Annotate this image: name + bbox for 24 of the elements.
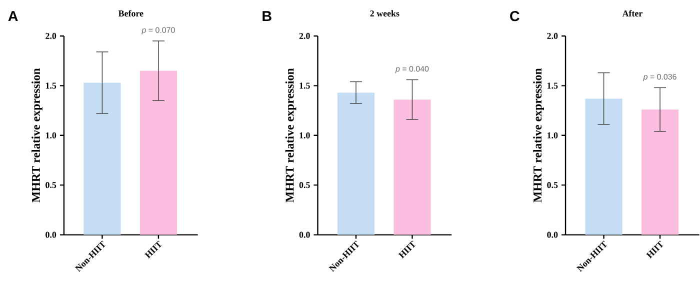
y-tick-label: 1.0 — [548, 132, 558, 139]
y-tick-label: 2.0 — [547, 33, 558, 40]
y-tick-label: 0.5 — [46, 182, 56, 188]
y-tick-label: 2.0 — [46, 33, 56, 40]
y-tick-label: 0.0 — [46, 232, 56, 238]
y-tick-label: 1.0 — [46, 132, 56, 139]
text: B — [262, 11, 272, 22]
text: A — [8, 11, 18, 22]
chart-title: 2 weeks — [370, 10, 400, 17]
y-tick-label: 1.0 — [300, 132, 310, 139]
chart-title: Before — [118, 10, 144, 17]
y-axis-title: MHRT relative expression — [533, 68, 544, 203]
y-tick-label: 0.0 — [299, 232, 310, 238]
text: C — [510, 11, 520, 22]
y-tick-label: 1.5 — [548, 82, 558, 89]
y-tick-label: 0.5 — [299, 182, 310, 188]
y-tick-label: 2.0 — [299, 33, 310, 40]
y-tick-label: 0.5 — [547, 182, 558, 188]
y-axis-title: MHRT relative expression — [285, 68, 296, 203]
chart-title: After — [622, 10, 642, 17]
y-tick-label: 1.5 — [46, 82, 56, 89]
y-tick-label: 0.0 — [547, 232, 558, 238]
y-axis-title: MHRT relative expression — [32, 68, 42, 203]
y-tick-label: 1.5 — [300, 82, 310, 89]
